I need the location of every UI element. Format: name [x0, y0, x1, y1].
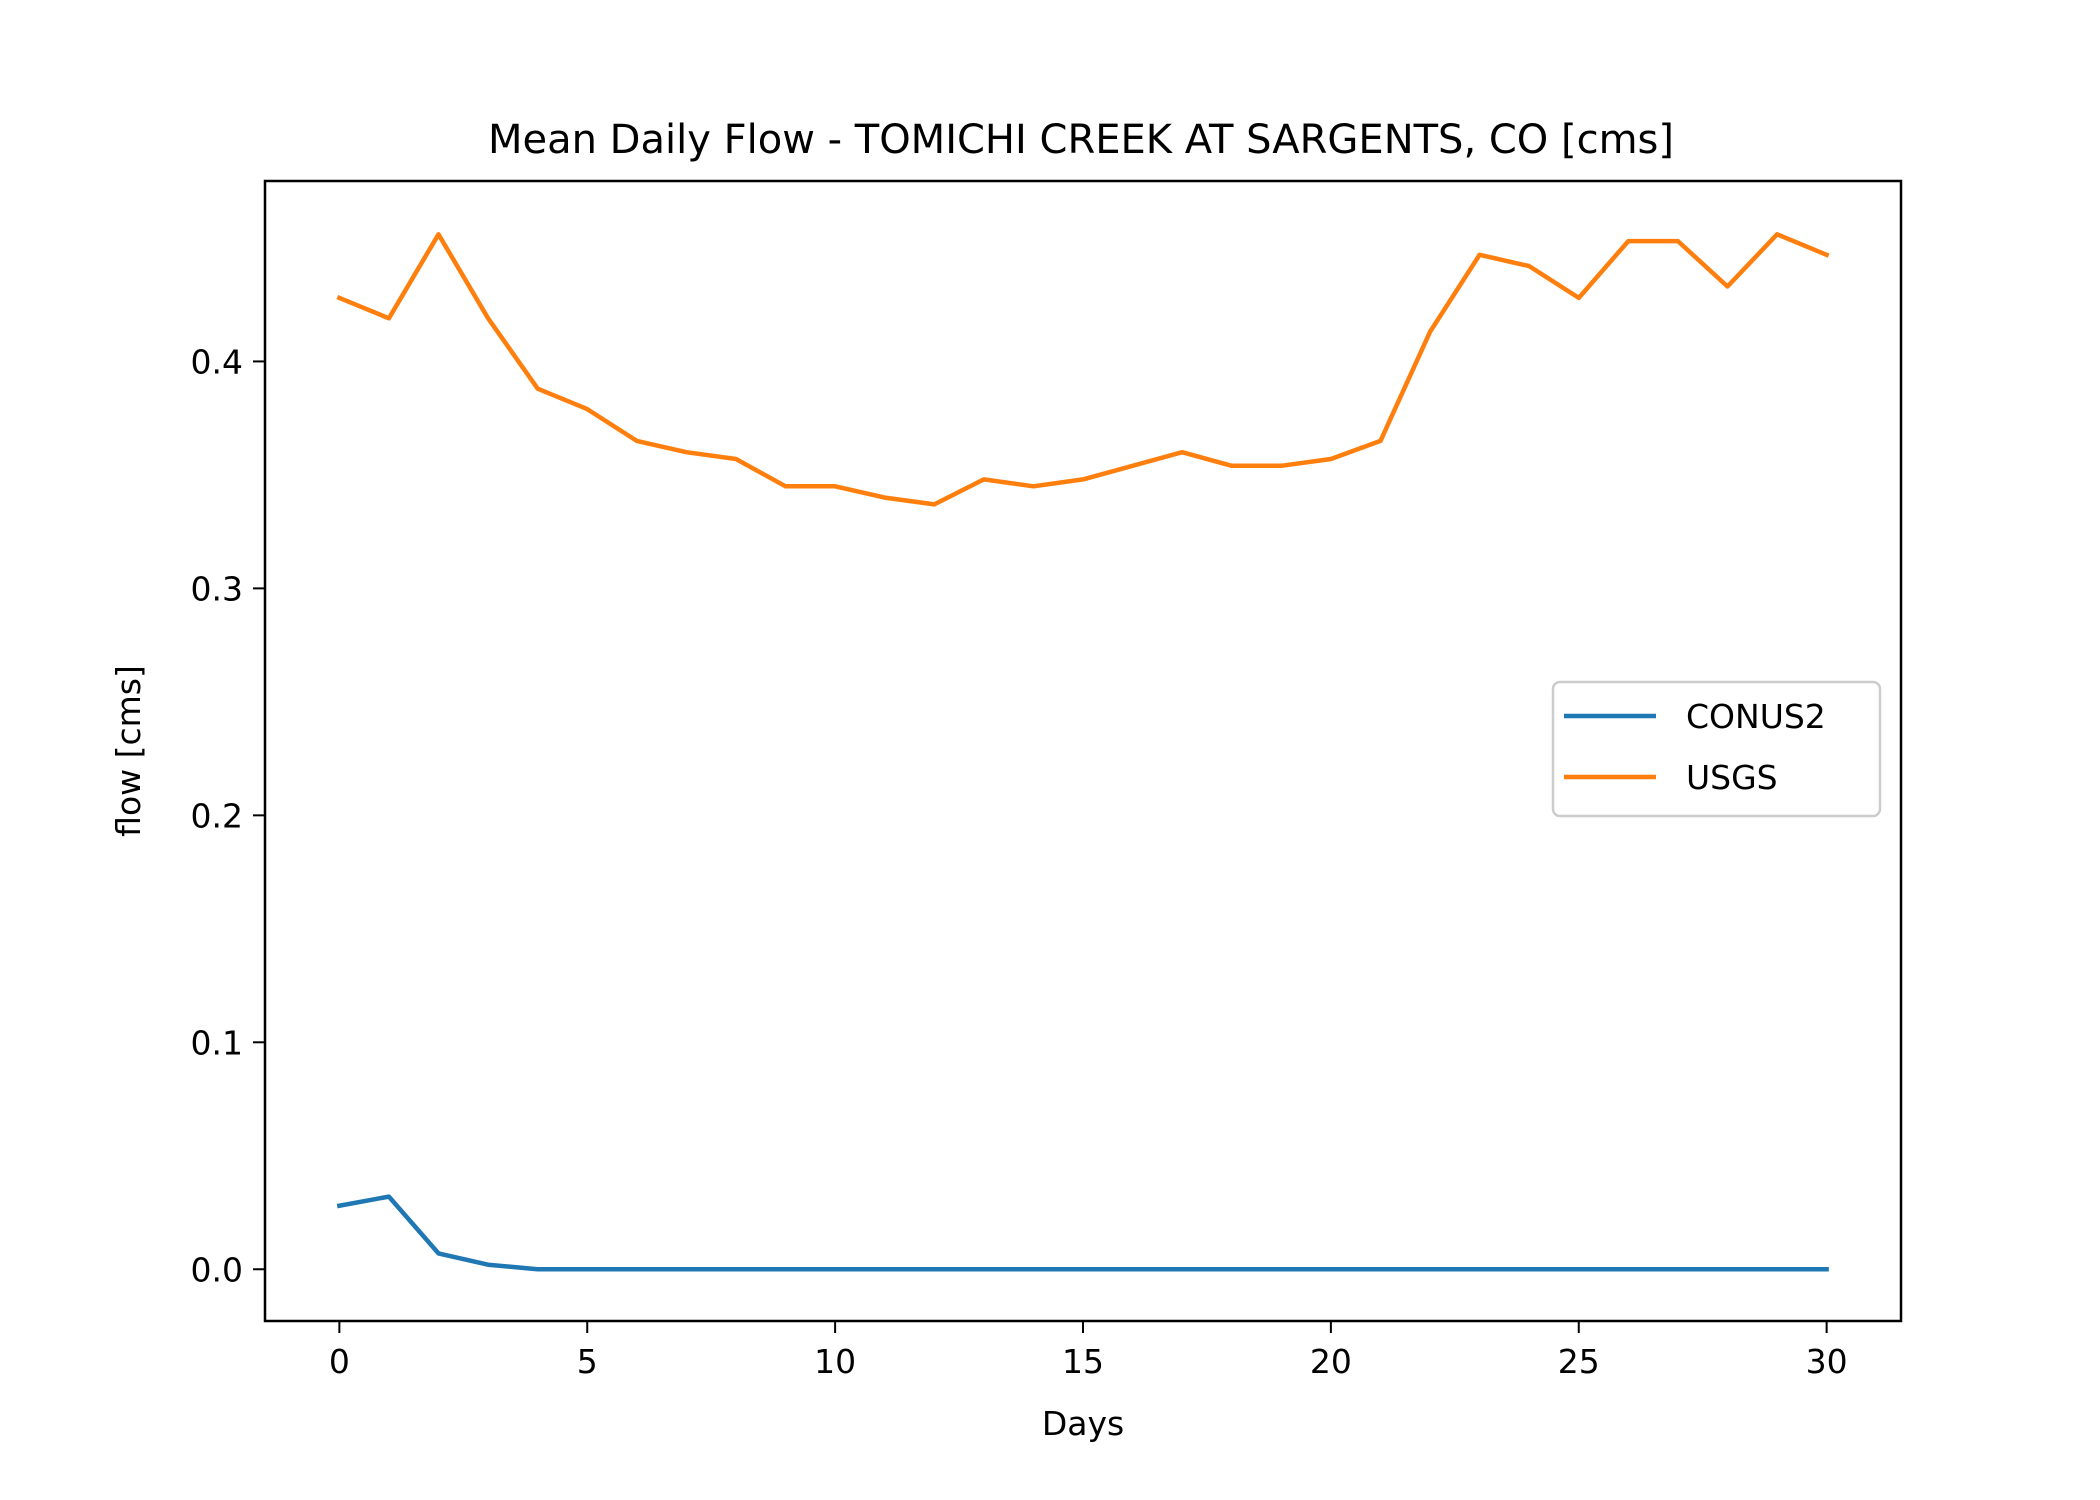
- y-axis-title: flow [cms]: [109, 665, 148, 837]
- x-tick-label: 15: [1062, 1342, 1104, 1381]
- x-tick-label: 10: [814, 1342, 856, 1381]
- x-axis-title: Days: [1042, 1404, 1124, 1443]
- x-axis: 0 5 10 15 20 25 30: [329, 1321, 1848, 1381]
- x-tick-label: 30: [1806, 1342, 1848, 1381]
- chart-title: Mean Daily Flow - TOMICHI CREEK AT SARGE…: [488, 117, 1674, 163]
- y-tick-label: 0.4: [191, 342, 243, 381]
- y-tick-label: 0.2: [191, 796, 243, 835]
- y-tick-label: 0.1: [191, 1023, 243, 1062]
- series-line-conus2: [336, 1194, 1829, 1272]
- y-axis: 0.0 0.1 0.2 0.3 0.4: [191, 342, 265, 1289]
- legend: CONUS2 USGS: [1551, 680, 1882, 818]
- series-line-usgs: [336, 232, 1830, 507]
- x-tick-label: 5: [577, 1342, 598, 1381]
- y-tick-label: 0.3: [191, 569, 243, 608]
- series-lines: [336, 232, 1830, 1272]
- x-tick-label: 20: [1310, 1342, 1352, 1381]
- x-tick-label: 25: [1558, 1342, 1600, 1381]
- x-tick-label: 0: [329, 1342, 350, 1381]
- legend-label-usgs: USGS: [1686, 758, 1778, 797]
- legend-label-conus2: CONUS2: [1686, 697, 1826, 736]
- y-tick-label: 0.0: [191, 1250, 243, 1289]
